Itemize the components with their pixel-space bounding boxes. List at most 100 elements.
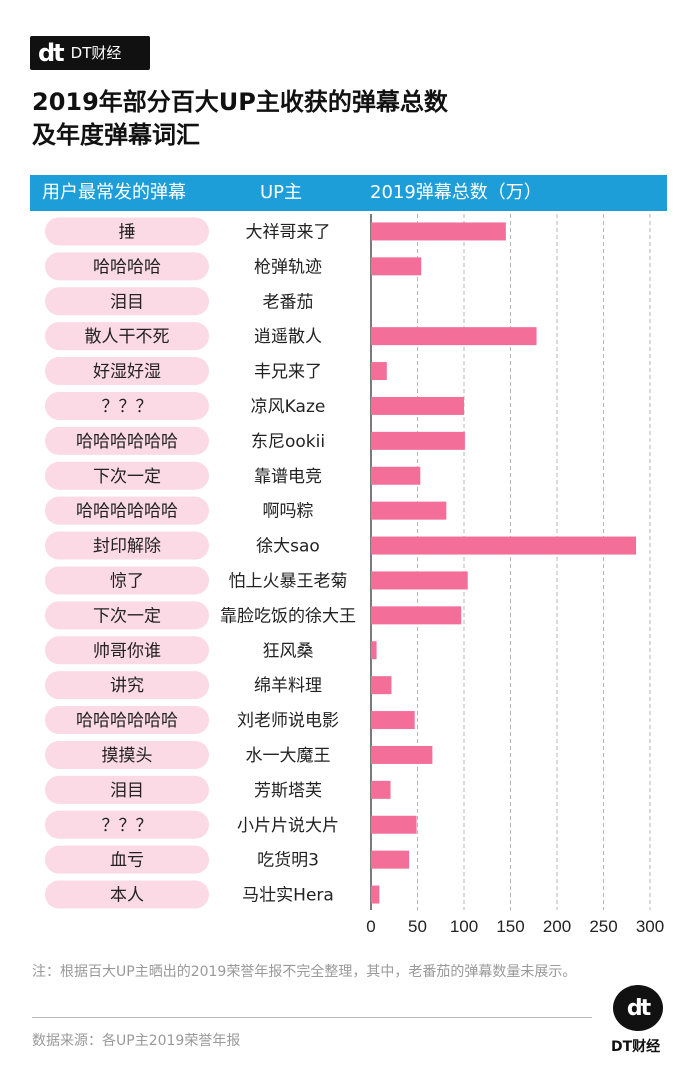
danmu-label: 讲究 [110,676,144,696]
bar [371,431,465,450]
danmu-label: 下次一定 [93,606,161,626]
chart-title-line: 2019年部分百大UP主收获的弹幕总数 [32,88,448,116]
danmu-label: 下次一定 [93,467,161,487]
danmu-pill [45,496,209,525]
danmu-label: 血亏 [110,851,144,871]
up-name: 丰兄来了 [254,362,322,382]
danmu-label: 哈哈哈哈 [93,257,161,277]
bar [371,641,377,660]
danmu-pill [45,706,209,735]
danmu-pill [45,461,209,490]
x-tick-label: 100 [450,917,478,936]
header-danmu: 用户最常发的弹幕 [42,182,186,203]
bar [371,536,637,555]
bar [371,257,422,276]
danmu-pill [45,566,209,595]
up-name: 靠脸吃饭的徐大王 [220,606,356,626]
danmu-pill [45,322,209,351]
up-name: 小片片说大片 [237,816,339,836]
danmu-pill [45,740,209,769]
danmu-label: 惊了 [110,571,144,591]
danmu-pill [45,391,209,420]
up-name: 狂风桑 [263,641,314,661]
danmu-label: 好湿好湿 [93,362,161,382]
danmu-label: 帅哥你谁 [93,641,161,661]
danmu-label: 本人 [110,886,144,906]
up-name: 水一大魔王 [246,746,331,766]
danmu-label: 哈哈哈哈哈哈 [76,711,178,731]
brand-logo: dt DT财经 [30,36,150,70]
danmu-label: ？？？ [102,397,153,417]
bar [371,501,447,520]
x-tick-label: 0 [366,917,375,936]
up-name: 吃货明3 [257,851,319,871]
header-total: 2019弹幕总数（万） [370,182,542,203]
danmu-label: 泪目 [110,292,144,312]
footer-logo-mark: dt [626,995,651,1021]
chart-title-line: 及年度弹幕词汇 [32,121,200,149]
danmu-pill [45,426,209,455]
danmu-pill [45,636,209,665]
bar [371,711,415,730]
danmu-label: 哈哈哈哈哈哈 [76,432,178,452]
danmu-label: 哈哈哈哈哈哈 [76,502,178,522]
bar [371,571,468,590]
bar [371,815,417,834]
danmu-pill [45,357,209,386]
x-tick-label: 250 [589,917,617,936]
danmu-pill [45,845,209,874]
danmu-pill [45,601,209,630]
footer-logo: dt [613,985,663,1031]
up-name: 怕上火暴王老菊 [229,571,348,591]
bar [371,466,421,485]
danmu-label: 摸摸头 [102,746,153,766]
danmu-pill [45,671,209,700]
up-name: 靠谱电竞 [254,467,322,487]
footnote: 注：根据百大UP主晒出的2019荣誉年报不完全整理，其中，老番茄的弹幕数量未展示… [32,964,577,980]
bar [371,222,506,241]
up-name: 东尼ookii [251,432,325,452]
danmu-pill [45,810,209,839]
x-tick-label: 50 [408,917,427,936]
up-name: 凉风Kaze [251,397,326,417]
danmu-pill [45,775,209,804]
danmu-label: ？？？ [102,816,153,836]
bar [371,327,537,346]
x-tick-label: 200 [543,917,571,936]
up-name: 啊吗粽 [263,502,314,522]
danmu-pill [45,252,209,281]
bar [371,885,380,904]
bar [371,606,462,625]
brand-name: DT财经 [70,44,122,62]
danmu-pill [45,880,209,909]
danmu-label: 泪目 [110,781,144,801]
up-name: 枪弹轨迹 [254,257,322,277]
footer-brand-name: DT财经 [611,1039,661,1055]
danmu-pill [45,287,209,316]
up-name: 徐大sao [256,537,320,557]
bar [371,745,433,764]
danmu-label: 封印解除 [93,537,161,557]
up-name: 绵羊料理 [254,676,322,696]
danmu-label: 散人干不死 [85,327,170,347]
bar [371,676,392,695]
header-up: UP主 [260,182,303,203]
x-tick-label: 300 [636,917,664,936]
bar [371,362,387,381]
bar [371,850,410,869]
bar [371,396,464,415]
table-header: 用户最常发的弹幕 UP主 2019弹幕总数（万） [30,175,667,211]
up-name: 马壮实Hera [242,886,334,906]
up-name: 逍遥散人 [254,327,322,347]
bar [371,780,391,799]
up-name: 老番茄 [263,292,314,312]
up-name: 芳斯塔芙 [254,781,322,801]
up-name: 刘老师说电影 [237,711,339,731]
chart-title: 2019年部分百大UP主收获的弹幕总数 及年度弹幕词汇 [32,86,672,152]
data-source: 数据来源：各UP主2019荣誉年报 [32,1033,241,1049]
danmu-pill [45,217,209,246]
divider [32,1017,592,1018]
x-tick-label: 150 [496,917,524,936]
logo-mark: dt [38,39,65,67]
